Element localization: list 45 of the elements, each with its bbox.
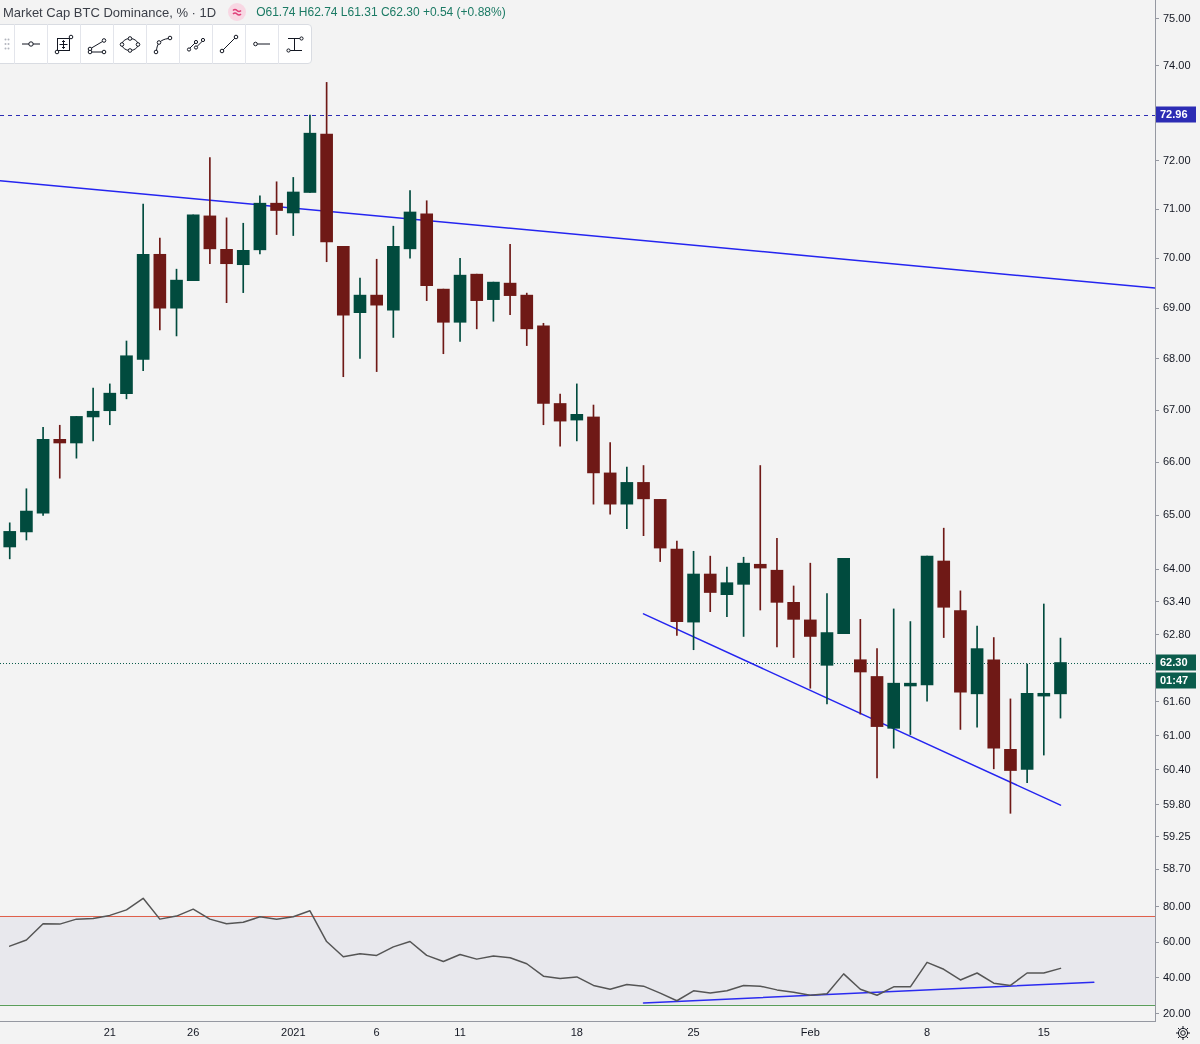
y-tick-label: 80.00 — [1163, 899, 1191, 912]
y-tick-label: 69.00 — [1163, 301, 1191, 314]
y-tick-label: 63.40 — [1163, 594, 1191, 607]
ref-line-label: 72.96 — [1160, 108, 1188, 121]
x-tick-label: 11 — [454, 1025, 466, 1038]
x-tick-label: Feb — [800, 1025, 820, 1038]
y-tick-label: 59.80 — [1163, 797, 1191, 810]
y-tick-label: 62.80 — [1163, 627, 1191, 640]
candlestick — [53, 424, 67, 479]
y-tick-label: 58.70 — [1163, 862, 1191, 875]
y-tick-label: 40.00 — [1163, 971, 1191, 984]
y-tick-label: 75.00 — [1163, 11, 1191, 24]
y-tick-label: 66.00 — [1163, 455, 1191, 468]
y-tick-label: 65.00 — [1163, 508, 1191, 521]
candlestick — [803, 562, 817, 689]
y-tick-label: 71.00 — [1163, 202, 1191, 215]
chart-title: Market Cap BTC Dominance, % · 1D — [3, 4, 217, 20]
y-tick-label: 74.00 — [1163, 58, 1191, 71]
x-tick-label: 21 — [103, 1025, 116, 1038]
y-tick-label: 70.00 — [1163, 251, 1191, 264]
y-tick-label: 61.60 — [1163, 694, 1191, 707]
candlestick — [353, 277, 367, 359]
x-tick-label: 8 — [924, 1025, 931, 1038]
y-tick-label: 68.00 — [1163, 351, 1191, 364]
x-tick-label: 18 — [570, 1025, 583, 1038]
x-tick-label: 2021 — [281, 1025, 306, 1038]
chart-subtitle: O61.74 H62.74 L61.31 C62.30 +0.54 (+0.88%) — [256, 5, 506, 19]
candlestick — [753, 465, 767, 611]
x-tick-label: 15 — [1037, 1025, 1050, 1038]
text: 01:47 — [1160, 674, 1189, 687]
ref-line-label: 62.30 — [1160, 656, 1188, 669]
y-tick-label: 72.00 — [1163, 153, 1191, 166]
x-tick-label: 26 — [187, 1025, 200, 1038]
y-tick-label: 20.00 — [1163, 1006, 1191, 1019]
y-tick-label: 61.00 — [1163, 728, 1191, 741]
x-tick-label: 6 — [373, 1025, 380, 1038]
candlestick — [570, 383, 584, 442]
y-tick-label: 67.00 — [1163, 403, 1191, 416]
x-tick-label: 25 — [687, 1025, 700, 1038]
y-tick-label: 64.00 — [1163, 562, 1191, 575]
candlestick — [236, 222, 250, 293]
y-tick-label: 60.40 — [1163, 763, 1191, 775]
y-tick-label: 59.25 — [1163, 829, 1191, 842]
y-tick-label: 60.00 — [1163, 935, 1191, 948]
candlestick — [503, 244, 517, 316]
